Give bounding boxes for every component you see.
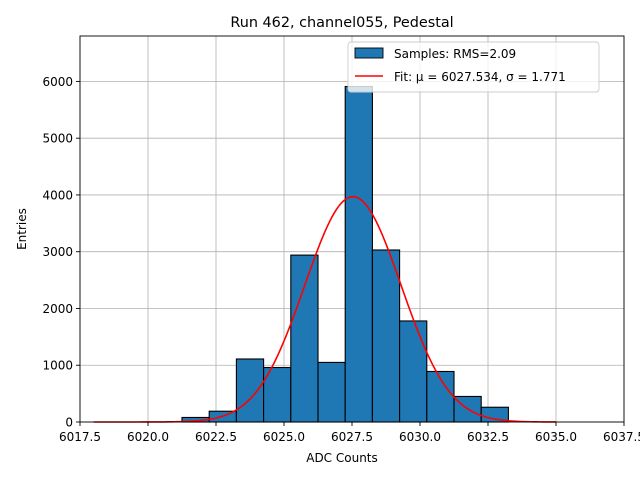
x-tick-label: 6035.0 (535, 430, 577, 444)
x-tick-label: 6022.5 (195, 430, 237, 444)
x-tick-label: 6017.5 (59, 430, 101, 444)
histogram-bar (371, 249, 401, 423)
x-axis-ticks: 6017.5 6020.0 6022.5 6025.0 6027.5 6030.0 6032… (59, 422, 640, 444)
histogram-bar (235, 358, 265, 423)
chart-title: Run 462, channel055, Pedestal (230, 15, 453, 31)
y-tick-label: 1000 (42, 359, 73, 373)
y-axis-ticks: 0 1000 2000 3000 4000 5000 6000 (42, 75, 80, 430)
histogram-bar (399, 320, 428, 423)
y-axis-label: Entries (15, 208, 29, 250)
x-tick-label: 6030.0 (399, 430, 441, 444)
legend-fit-label: Fit: μ = 6027.534, σ = 1.771 (394, 70, 566, 84)
x-tick-label: 6037.5 (603, 430, 640, 444)
x-tick-label: 6032.5 (467, 430, 509, 444)
legend-box (347, 41, 600, 93)
legend: Samples: RMS=2.09 Fit: μ = 6027.534, σ =… (347, 41, 600, 93)
y-tick-label: 6000 (42, 75, 73, 89)
histogram-bar (290, 254, 319, 423)
legend-histogram-label: Samples: RMS=2.09 (394, 47, 516, 61)
legend-histogram-swatch (354, 47, 384, 59)
y-tick-label: 5000 (42, 132, 73, 146)
histogram-bar (344, 85, 373, 423)
y-tick-label: 2000 (42, 302, 73, 316)
y-tick-label: 4000 (42, 188, 73, 202)
x-axis-label: ADC Counts (306, 451, 378, 465)
y-tick-label: 0 (65, 416, 73, 430)
x-tick-label: 6020.0 (127, 430, 169, 444)
x-tick-label: 6025.0 (263, 430, 305, 444)
histogram-bars (181, 85, 509, 423)
histogram-bar (317, 361, 346, 423)
x-tick-label: 6027.5 (331, 430, 373, 444)
y-tick-label: 3000 (42, 245, 73, 259)
